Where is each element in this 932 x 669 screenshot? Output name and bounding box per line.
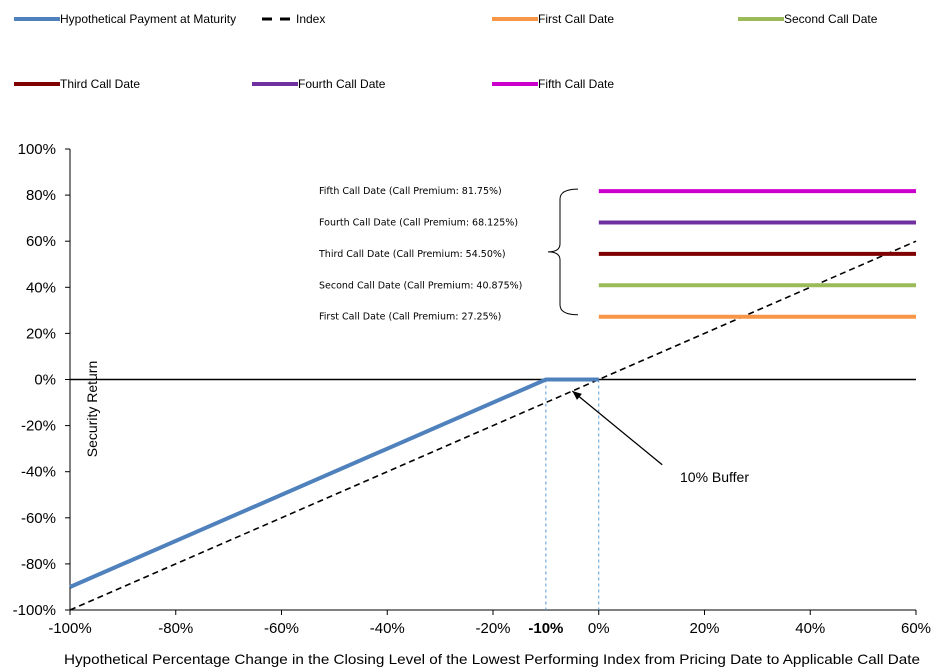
axes (65, 148, 917, 615)
series-line-hypothetical-payment-at-maturity (69, 377, 599, 589)
buffer-arrow-head (572, 391, 582, 400)
x-axis-title: Hypothetical Percentage Change in the Cl… (64, 651, 920, 667)
x-tick-label: 0% (588, 620, 610, 637)
y-tick-label: 100% (18, 141, 56, 158)
y-tick-label: -100% (13, 602, 56, 619)
legend-item-hypothetical-payment-at-maturity: Hypothetical Payment at Maturity (14, 12, 236, 26)
x-tick-label: 20% (689, 620, 719, 637)
annotations: Fifth Call Date (Call Premium: 81.75%) Fo… (318, 186, 749, 485)
legend-item-index: Index (262, 12, 325, 26)
tick-labels: 100%80%60%40%20%0%-20%-40%-60%-80%-100%-… (13, 141, 931, 637)
y-tick-label: 20% (26, 325, 56, 342)
legend-item-fourth-call-date: Fourth Call Date (252, 77, 386, 91)
call-premium-label: First Call Date (Call Premium: 27.25%) (319, 312, 501, 323)
x-tick-label: -60% (264, 620, 299, 637)
call-premium-label: Fifth Call Date (Call Premium: 81.75%) (319, 186, 502, 197)
legend-label: Index (296, 12, 325, 26)
legend-label: Fourth Call Date (298, 77, 386, 91)
x-tick-label: -10% (528, 620, 563, 637)
legend-label: Second Call Date (784, 12, 878, 26)
x-tick-label: -80% (158, 620, 193, 637)
x-tick-label: 40% (795, 620, 825, 637)
x-tick-label: 60% (901, 620, 931, 637)
y-axis-title: Security Return (84, 361, 100, 457)
legend-item-third-call-date: Third Call Date (14, 77, 140, 91)
call-premium-label: Second Call Date (Call Premium: 40.875%) (319, 280, 522, 291)
y-tick-label: 80% (26, 187, 56, 204)
legend-label: First Call Date (538, 12, 614, 26)
call-premium-label: Third Call Date (Call Premium: 54.50%) (318, 249, 506, 260)
legend-label: Hypothetical Payment at Maturity (60, 12, 236, 26)
call-premium-label: Fourth Call Date (Call Premium: 68.125%) (319, 217, 518, 228)
legend-label: Fifth Call Date (538, 77, 614, 91)
legend-item-first-call-date: First Call Date (492, 12, 614, 26)
y-tick-label: 60% (26, 233, 56, 250)
x-tick-label: -20% (475, 620, 510, 637)
legend: Hypothetical Payment at Maturity Index Fir… (14, 12, 878, 91)
legend-label: Third Call Date (60, 77, 140, 91)
legend-item-fifth-call-date: Fifth Call Date (492, 77, 614, 91)
legend-item-second-call-date: Second Call Date (738, 12, 878, 26)
buffer-label: 10% Buffer (680, 469, 749, 485)
y-tick-label: -20% (21, 418, 56, 435)
y-tick-label: -80% (21, 556, 56, 573)
series-line-index (69, 240, 917, 611)
x-tick-label: -100% (48, 620, 91, 637)
y-tick-label: 0% (34, 372, 56, 389)
reference-lines (545, 379, 600, 610)
y-tick-label: -40% (21, 464, 56, 481)
y-tick-label: 40% (26, 279, 56, 296)
y-tick-label: -60% (21, 510, 56, 527)
call-premium-brace (547, 188, 579, 316)
series-group (69, 189, 917, 611)
x-tick-label: -40% (370, 620, 405, 637)
buffer-arrow-line (571, 390, 663, 466)
